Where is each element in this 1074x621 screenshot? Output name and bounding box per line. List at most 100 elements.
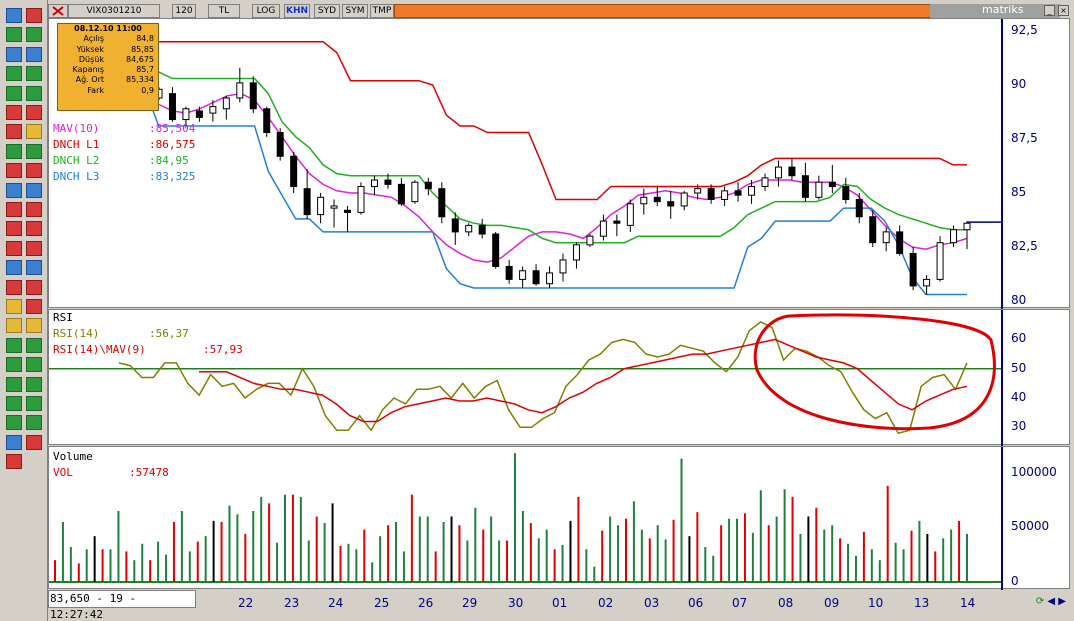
candle-body (896, 231, 904, 254)
tool-button[interactable] (6, 279, 22, 295)
axis-label: 60 (1011, 331, 1027, 346)
tool-button[interactable] (6, 454, 22, 470)
tool-button[interactable] (26, 202, 42, 217)
legend-rsi-mav: RSI(14)\MAV(9):57,93 (53, 342, 243, 358)
tool-button[interactable] (6, 240, 22, 256)
tool-button[interactable] (6, 221, 22, 237)
tool-button[interactable] (6, 396, 22, 411)
tab-sym[interactable]: SYM (342, 4, 368, 18)
left-toolbar (0, 0, 48, 621)
x-tick-label: 07 (732, 596, 748, 610)
tool-button[interactable] (26, 357, 42, 373)
candle-body (344, 209, 352, 213)
legend-name: DNCH L3 (53, 170, 100, 183)
tool-button[interactable] (6, 143, 22, 159)
tab-syd-label: SYD (317, 6, 337, 16)
x-tick-label: 10 (868, 596, 884, 610)
volume-panel[interactable]: 100000 50000 0 Volume VOL:57478 (48, 446, 1070, 590)
tool-button[interactable] (6, 434, 22, 450)
legend-rsi: RSI(14):56,37 (53, 326, 243, 342)
close-button[interactable]: × (1058, 5, 1069, 16)
tool-button[interactable] (26, 221, 42, 237)
status-readout: 83,650 - 19 - 12:27:42 (48, 590, 196, 621)
tab-khn[interactable]: KHN (284, 4, 310, 18)
candle-body (424, 181, 432, 190)
volume-title: Volume (53, 450, 93, 463)
tool-button[interactable] (6, 357, 22, 373)
tool-button[interactable] (6, 376, 22, 392)
tool-button[interactable] (6, 415, 22, 431)
tool-button[interactable] (6, 124, 22, 140)
tool-button[interactable] (6, 202, 22, 217)
x-tick-label: 13 (914, 596, 930, 610)
tool-button[interactable] (6, 163, 22, 179)
tab-log[interactable]: LOG (252, 4, 280, 18)
tab-symbol[interactable]: VIX0301210 (68, 4, 160, 18)
candle-body (882, 231, 890, 244)
tool-button[interactable] (6, 182, 22, 198)
candle-body (411, 181, 419, 203)
tool-button[interactable] (6, 260, 22, 276)
tool-button[interactable] (6, 27, 22, 43)
minimize-button[interactable]: _ (1044, 5, 1055, 16)
axis-label: 50000 (1011, 519, 1050, 534)
candle-body (492, 233, 500, 267)
tab-period[interactable]: 120 (172, 4, 196, 18)
info-row: Fark 0,9 (58, 86, 158, 96)
tool-button[interactable] (26, 415, 42, 431)
tool-button[interactable] (6, 8, 22, 23)
tool-button[interactable] (26, 105, 42, 120)
tool-button[interactable] (26, 8, 42, 23)
info-label: Açılış (83, 34, 104, 44)
tool-button[interactable] (26, 279, 42, 295)
tool-button[interactable] (6, 46, 22, 62)
info-value: 85,334 (126, 75, 154, 85)
rsi-panel[interactable]: 60 50 40 30 RSI RSI(14):56,37 RSI(14)\MAV(9… (48, 309, 1070, 446)
tool-button[interactable] (26, 182, 42, 198)
scroll-left-icon[interactable]: ◀ (1047, 596, 1056, 607)
tool-button[interactable] (6, 318, 22, 334)
axis-label: 82,5 (1011, 239, 1038, 253)
tool-button[interactable] (26, 337, 42, 353)
price-panel[interactable]: 92,5 90 87,5 85 82,5 80 08.12.10 11:00 Açılış… (48, 18, 1070, 309)
tool-button[interactable] (6, 337, 22, 353)
scroll-right-icon[interactable]: ▶ (1058, 596, 1066, 607)
tool-button[interactable] (26, 66, 42, 82)
tool-button[interactable] (26, 124, 42, 140)
tool-button[interactable] (6, 105, 22, 120)
tool-button[interactable] (26, 163, 42, 179)
tool-button[interactable] (6, 299, 22, 314)
info-row: Düşük 84,675 (58, 55, 158, 65)
tab-period-label: 120 (175, 6, 193, 16)
tool-button[interactable] (26, 46, 42, 62)
tool-button[interactable] (26, 318, 42, 334)
tool-button[interactable] (26, 85, 42, 101)
legend-vol: VOL:57478 (53, 465, 169, 481)
legend-value: :86,575 (149, 138, 196, 151)
candle-body (761, 177, 769, 188)
x-tick-label: 24 (328, 596, 344, 610)
tab-tmp[interactable]: TMP (370, 4, 394, 18)
price-chart (144, 41, 1001, 296)
tool-button[interactable] (26, 396, 42, 411)
tool-button[interactable] (26, 299, 42, 314)
tool-button[interactable] (26, 434, 42, 450)
candle-body (707, 188, 715, 200)
tab-close[interactable] (48, 4, 68, 18)
tool-button[interactable] (6, 85, 22, 101)
tool-button[interactable] (26, 240, 42, 256)
axis-label: 92,5 (1011, 23, 1038, 37)
refresh-icon[interactable]: ⟳ (1035, 596, 1045, 607)
tool-button[interactable] (6, 66, 22, 82)
tool-button[interactable] (26, 376, 42, 392)
axis-label: 40 (1011, 390, 1027, 405)
x-tick-label: 29 (462, 596, 478, 610)
tool-button[interactable] (26, 27, 42, 43)
candle-body (694, 188, 702, 194)
tool-button[interactable] (26, 260, 42, 276)
candle-body (734, 190, 742, 196)
candle-body (370, 179, 378, 188)
tool-button[interactable] (26, 143, 42, 159)
tab-tl[interactable]: TL (208, 4, 240, 18)
tab-syd[interactable]: SYD (314, 4, 340, 18)
